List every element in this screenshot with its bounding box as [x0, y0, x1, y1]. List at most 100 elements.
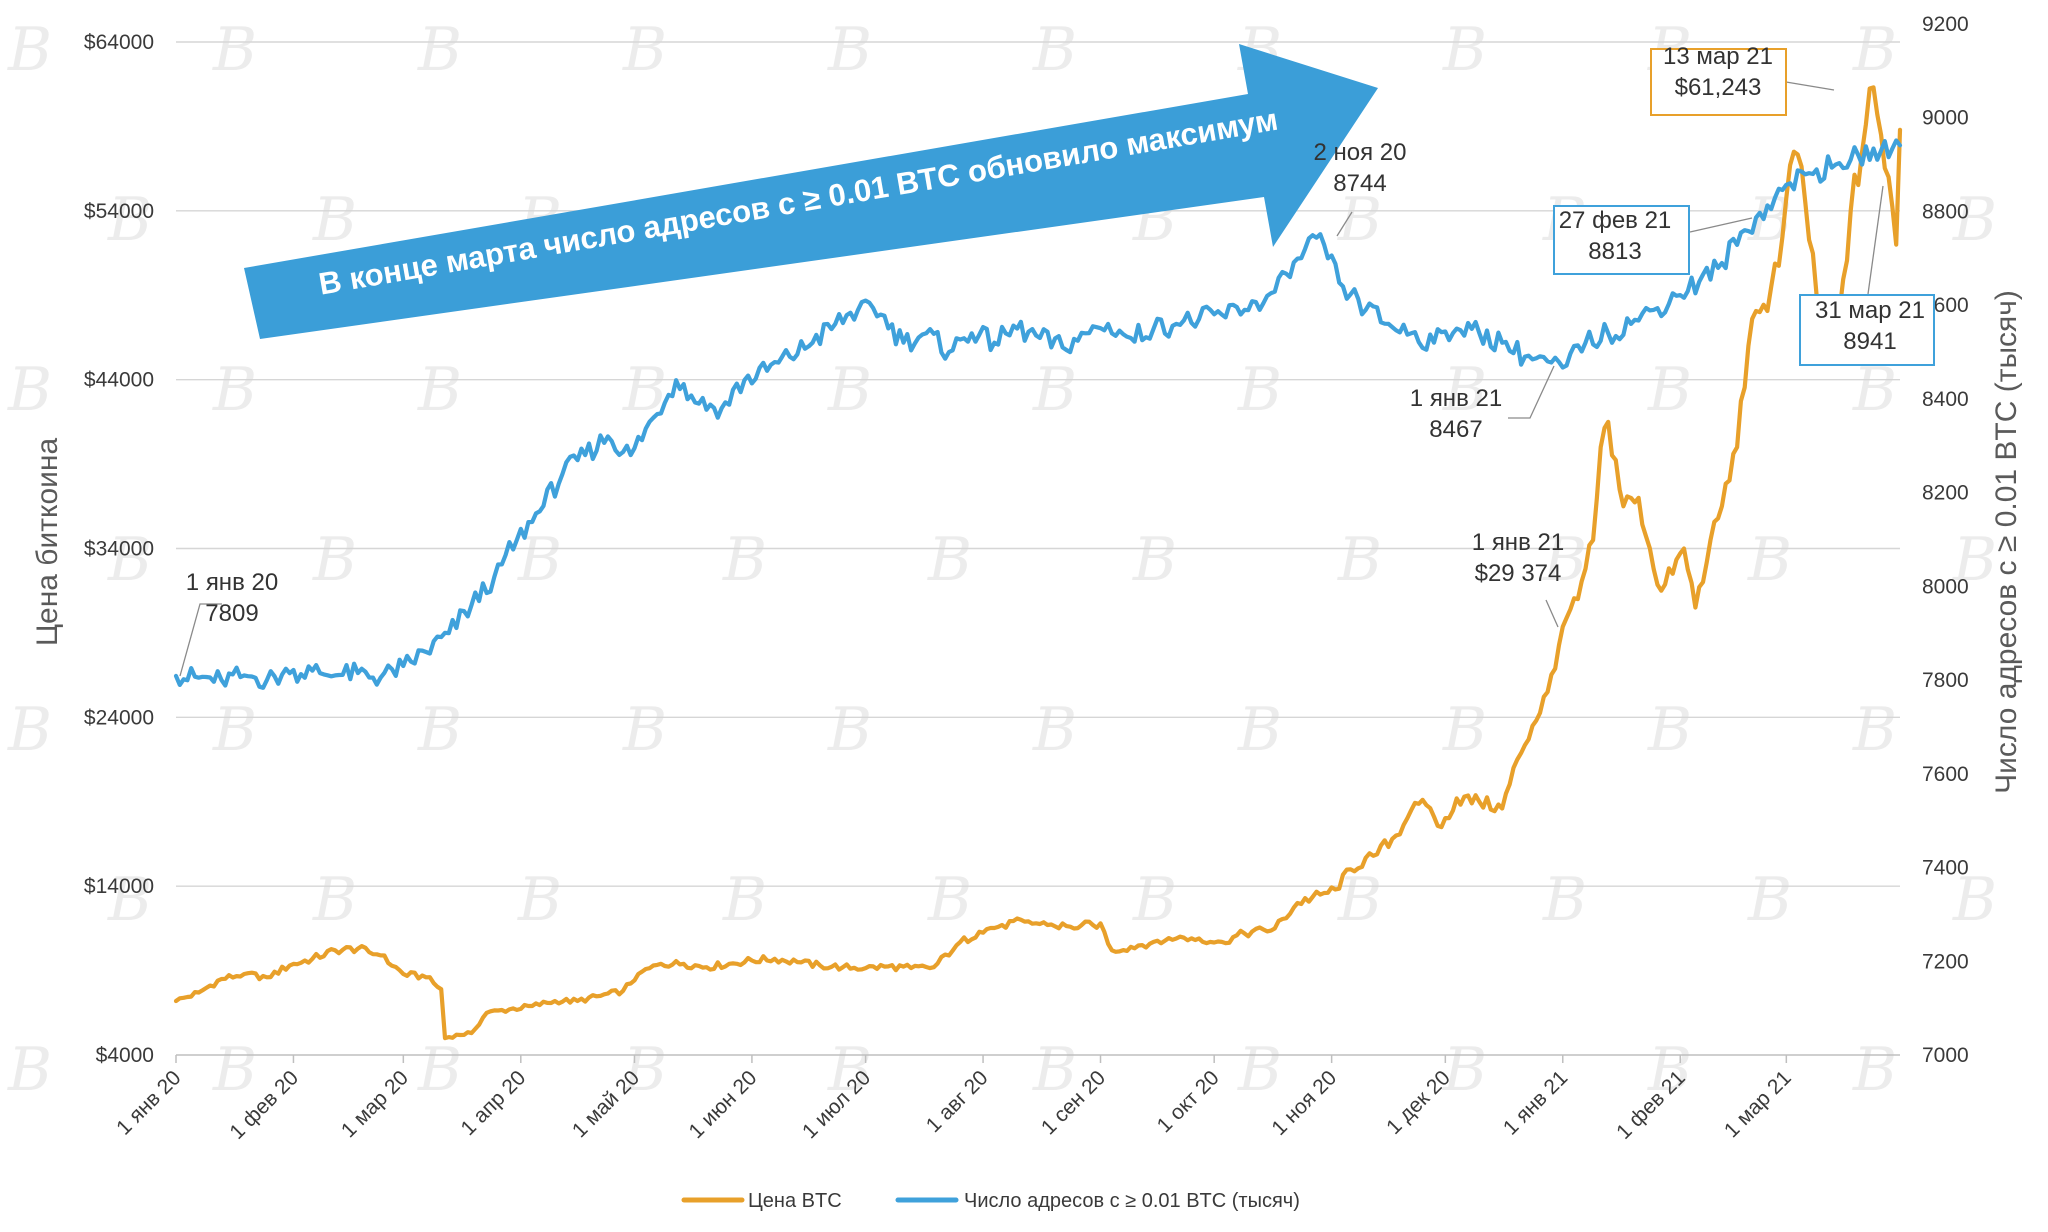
watermark-glyph: B: [927, 525, 972, 595]
watermark-glyph: B: [1132, 865, 1177, 935]
annotation-leader: [1867, 185, 1884, 295]
watermark-glyph: B: [212, 355, 257, 425]
watermark-glyph: B: [827, 355, 872, 425]
watermark-glyph: B: [1647, 1035, 1692, 1105]
watermark-glyph: B: [1852, 1035, 1897, 1105]
annotation-text: 8467: [1429, 416, 1482, 443]
watermark-glyph: B: [417, 355, 462, 425]
x-tick-label: 1 апр 20: [456, 1066, 530, 1140]
watermark-glyph: B: [1442, 695, 1487, 765]
left-tick-label: $4000: [96, 1044, 154, 1067]
watermark-glyph: B: [827, 1035, 872, 1105]
annotation-addr-jan21: 1 янв 21 8467: [1410, 365, 1555, 443]
legend-label: Цена BTC: [748, 1190, 842, 1212]
right-tick-label: 8800: [1922, 200, 1969, 223]
annotation-text: 1 янв 21: [1410, 385, 1502, 412]
watermark-glyph: B: [1442, 15, 1487, 85]
watermark-glyph: B: [212, 1035, 257, 1105]
annotation-text: 13 мар 21: [1663, 43, 1773, 70]
x-tick-label: 1 мар 21: [1720, 1066, 1796, 1142]
right-tick-label: 8000: [1922, 575, 1969, 598]
annotation-leader: [1508, 365, 1555, 419]
watermark-glyph: B: [1852, 695, 1897, 765]
legend: Цена BTC Число адресов с ≥ 0.01 BTC (тыся…: [681, 1190, 1300, 1212]
watermark-glyph: B: [1237, 695, 1282, 765]
watermark-glyph: B: [417, 695, 462, 765]
watermark-glyph: B: [107, 525, 152, 595]
right-tick-label: 7200: [1922, 950, 1969, 973]
x-tick-label: 1 янв 20: [112, 1066, 185, 1139]
annotation-addr-nov20: 2 ноя 20 8744: [1314, 139, 1406, 237]
watermark-glyph: B: [827, 15, 872, 85]
watermark-glyph: B: [927, 865, 972, 935]
annotation-text: $61,243: [1675, 74, 1762, 101]
annotation-leader: [1545, 599, 1559, 628]
watermark-glyph: B: [1852, 355, 1897, 425]
right-tick-label: 7800: [1922, 669, 1969, 692]
watermark-glyph: B: [1647, 355, 1692, 425]
annotation-addr-jan20: 1 янв 20 7809: [179, 569, 278, 677]
watermark-glyph: B: [722, 865, 767, 935]
watermark-glyph: B: [1032, 695, 1077, 765]
watermark-glyph: B: [1442, 1035, 1487, 1105]
annotation-text: 8941: [1843, 328, 1896, 355]
annotation-price-mar13: 13 мар 21 $61,243: [1650, 43, 1835, 116]
watermark-glyph: B: [1237, 355, 1282, 425]
annotation-text: 8813: [1588, 238, 1641, 265]
annotation-leader: [1689, 217, 1753, 233]
watermark-glyph: B: [622, 15, 667, 85]
callout-arrow: В конце марта число адресов с ≥ 0.01 BTC…: [244, 44, 1378, 339]
watermark-glyph: B: [1952, 185, 1997, 255]
x-tick-label: 1 мар 20: [337, 1066, 413, 1142]
watermark-glyph: B: [1852, 15, 1897, 85]
right-tick-label: 7000: [1922, 1044, 1969, 1067]
watermark-glyph: B: [1442, 355, 1487, 425]
annotation-leader: [179, 603, 222, 677]
annotation-addr-feb27: 27 фев 21 8813: [1553, 205, 1753, 275]
watermark-glyph: B: [1237, 1035, 1282, 1105]
annotation-addr-mar31: 31 мар 21 8941: [1799, 185, 1935, 366]
watermark-layer: B B B B B B B B B B B B B B B B B B B B B B B B B B B B B B B B B B B B B B B B…: [7, 15, 1997, 1105]
annotation-leader: [1785, 81, 1835, 91]
annotation-text: 1 янв 21: [1472, 529, 1564, 556]
x-tick-label: 1 июн 20: [685, 1066, 762, 1143]
watermark-glyph: B: [1032, 355, 1077, 425]
series-layer: [173, 85, 1903, 1041]
annotation-text: 27 фев 21: [1559, 207, 1672, 234]
annotation-box: [1799, 294, 1935, 366]
watermark-glyph: B: [1337, 185, 1382, 255]
left-tick-label: $14000: [84, 875, 154, 898]
annotation-box: [1650, 48, 1787, 116]
annotation-leader: [1336, 211, 1353, 237]
watermark-glyph: B: [1747, 865, 1792, 935]
watermark-glyph: B: [312, 865, 357, 935]
watermark-glyph: B: [1952, 525, 1997, 595]
left-axis-ticks: $4000 $14000 $24000 $34000 $44000 $54000 $6400…: [84, 31, 154, 1067]
watermark-glyph: B: [1952, 865, 1997, 935]
watermark-glyph: B: [7, 15, 52, 85]
watermark-glyph: B: [312, 185, 357, 255]
watermark-glyph: B: [1542, 865, 1587, 935]
watermark-glyph: B: [1337, 525, 1382, 595]
watermark-glyph: B: [1647, 695, 1692, 765]
watermark-glyph: B: [417, 1035, 462, 1105]
left-tick-label: $24000: [84, 706, 154, 729]
annotation-text: 7809: [205, 600, 258, 627]
watermark-glyph: B: [7, 1035, 52, 1105]
x-tick-label: 1 окт 20: [1153, 1066, 1224, 1137]
right-tick-label: 9000: [1922, 107, 1969, 130]
watermark-glyph: B: [212, 695, 257, 765]
left-tick-label: $54000: [84, 200, 154, 223]
left-tick-label: $44000: [84, 369, 154, 392]
watermark-glyph: B: [1032, 15, 1077, 85]
right-tick-label: 8400: [1922, 388, 1969, 411]
watermark-glyph: B: [212, 15, 257, 85]
right-tick-label: 9200: [1922, 13, 1969, 36]
watermark-glyph: B: [622, 1035, 667, 1105]
left-tick-label: $64000: [84, 31, 154, 54]
watermark-glyph: B: [622, 695, 667, 765]
x-tick-label: 1 авг 20: [922, 1066, 993, 1137]
annotation-price-jan21: 1 янв 21 $29 374: [1472, 529, 1564, 628]
